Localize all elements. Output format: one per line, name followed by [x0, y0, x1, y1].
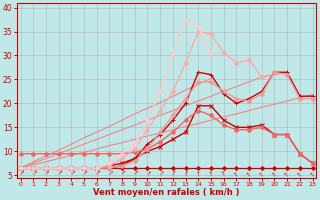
Text: ↑: ↑	[81, 171, 87, 177]
Text: ↑: ↑	[284, 171, 291, 177]
X-axis label: Vent moyen/en rafales ( km/h ): Vent moyen/en rafales ( km/h )	[93, 188, 240, 197]
Text: ↑: ↑	[157, 171, 164, 177]
Text: ↑: ↑	[221, 171, 227, 177]
Text: ↑: ↑	[119, 171, 125, 177]
Text: ↑: ↑	[170, 171, 176, 177]
Text: ↑: ↑	[93, 171, 100, 177]
Text: ↑: ↑	[196, 172, 201, 177]
Text: ↑: ↑	[30, 171, 36, 177]
Text: ↑: ↑	[297, 171, 303, 177]
Text: ↑: ↑	[309, 171, 316, 177]
Text: ↑: ↑	[258, 171, 265, 177]
Text: ↑: ↑	[271, 171, 278, 177]
Text: ↑: ↑	[182, 171, 188, 177]
Text: ↑: ↑	[233, 171, 240, 177]
Text: ↑: ↑	[68, 171, 75, 177]
Text: ↑: ↑	[43, 171, 49, 177]
Text: ↑: ↑	[246, 171, 252, 177]
Text: ↑: ↑	[17, 171, 24, 177]
Text: ↑: ↑	[106, 171, 113, 177]
Text: ↑: ↑	[55, 171, 62, 177]
Text: ↑: ↑	[132, 171, 138, 177]
Text: ↑: ↑	[144, 171, 151, 177]
Text: ↑: ↑	[208, 171, 214, 177]
